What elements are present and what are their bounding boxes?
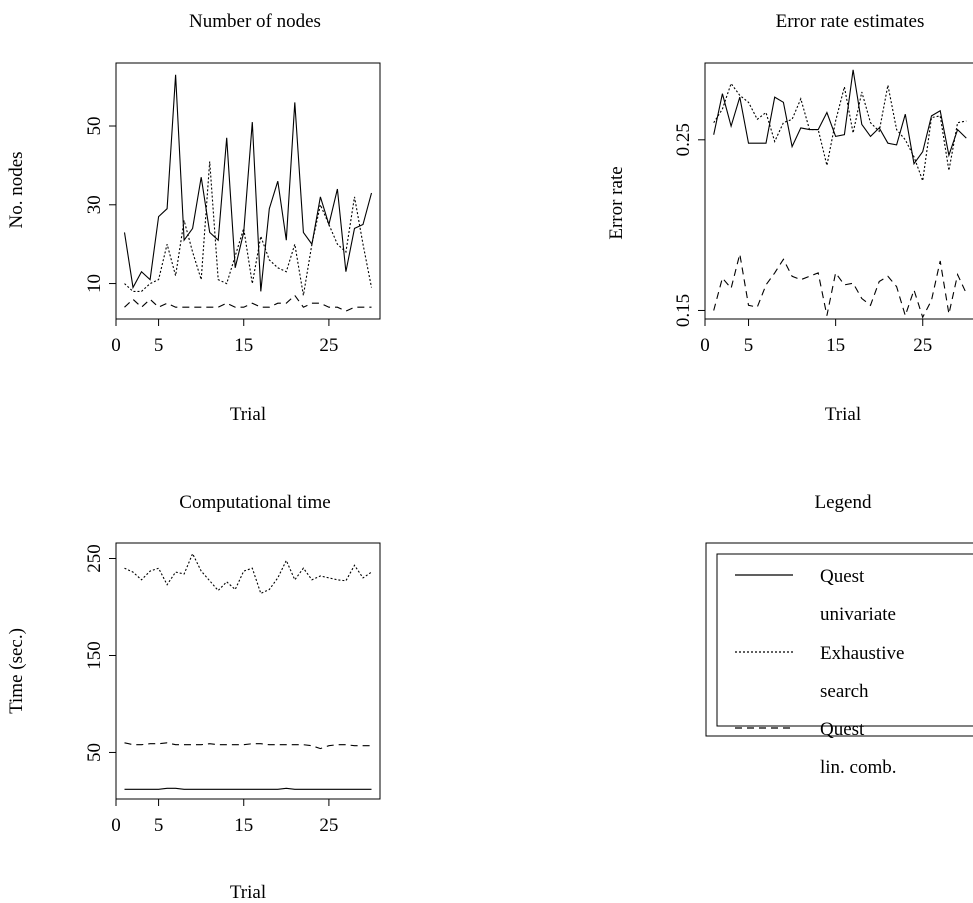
- time-series-solid-line: [124, 787, 372, 790]
- nodes-chart-title: Number of nodes: [189, 11, 321, 32]
- nodes-ytick-label: 30: [84, 195, 105, 214]
- time-axes: 0 5 15 25 50 150 250: [84, 544, 338, 836]
- legend-label-quest-univariate-1: Quest: [820, 566, 865, 587]
- error-ytick-label: 0.15: [673, 294, 694, 327]
- legend-label-exhaustive-search-2: search: [820, 681, 869, 702]
- error-y-axis-label: Error rate: [606, 166, 627, 239]
- error-chart-title: Error rate estimates: [776, 11, 925, 32]
- time-xtick-label: 25: [319, 815, 338, 836]
- error-series-dashed-line: [713, 253, 967, 319]
- error-x-axis-label: Trial: [825, 404, 861, 425]
- nodes-series-lines: [123, 74, 373, 312]
- nodes-ytick-label: 50: [84, 117, 105, 136]
- time-series-dashed-line: [124, 742, 372, 750]
- error-ytick-label: 0.25: [673, 123, 694, 156]
- legend-label-exhaustive-search-1: Exhaustive: [820, 643, 904, 664]
- time-ytick-label: 250: [84, 544, 105, 573]
- legend-outer-frame: [705, 542, 973, 737]
- nodes-xtick-label: 15: [234, 335, 253, 356]
- nodes-x-axis-label: Trial: [230, 404, 266, 425]
- legend-label-quest-lin-comb-1: Quest: [820, 719, 865, 740]
- nodes-series-solid-line: [123, 74, 373, 292]
- legend-label-quest-lin-comb-2: lin. comb.: [820, 757, 897, 778]
- time-chart-title: Computational time: [179, 492, 330, 513]
- time-y-axis-label: Time (sec.): [6, 628, 27, 714]
- error-xtick-label: 25: [913, 335, 932, 356]
- nodes-plot-frame: [115, 62, 381, 320]
- time-ytick-label: 50: [84, 743, 105, 762]
- nodes-xtick-label: 5: [154, 335, 164, 356]
- legend-label-quest-univariate-2: univariate: [820, 604, 896, 625]
- legend-inner-frame: [716, 553, 973, 727]
- time-ytick-label: 150: [84, 641, 105, 670]
- time-plot-frame: [115, 542, 381, 800]
- time-xtick-label: 5: [154, 815, 164, 836]
- time-series-lines: [124, 552, 372, 790]
- nodes-series-dashed-line: [124, 294, 372, 312]
- nodes-y-axis-label: No. nodes: [6, 151, 27, 228]
- error-xtick-label: 15: [826, 335, 845, 356]
- time-xtick-label: 15: [234, 815, 253, 836]
- nodes-axes: 0 5 15 25 10 30 50: [84, 117, 338, 356]
- error-axes: 0 5 15 25 0.15 0.25: [673, 123, 932, 356]
- nodes-xtick-label: 0: [111, 335, 121, 356]
- error-series-lines: [713, 69, 967, 319]
- legend-title: Legend: [815, 492, 872, 513]
- error-series-dotted-line: [713, 82, 967, 181]
- time-x-axis-label: Trial: [230, 882, 266, 903]
- nodes-ytick-label: 10: [84, 274, 105, 293]
- error-plot-frame: [704, 62, 973, 320]
- time-series-dotted-line: [124, 552, 372, 595]
- error-xtick-label: 0: [700, 335, 710, 356]
- panel-number-of-nodes: Number of nodes 0 5 15 25 10 30 50 Trial No. n…: [6, 11, 381, 425]
- error-series-solid-line: [713, 69, 967, 166]
- legend-panel: Legend Quest univariate Exhaustive searc…: [705, 492, 973, 778]
- error-xtick-label: 5: [744, 335, 754, 356]
- time-xtick-label: 0: [111, 815, 121, 836]
- nodes-xtick-label: 25: [319, 335, 338, 356]
- panel-error-rate: Error rate estimates 0 5 15 25 0.15 0.25 Tria…: [606, 11, 973, 425]
